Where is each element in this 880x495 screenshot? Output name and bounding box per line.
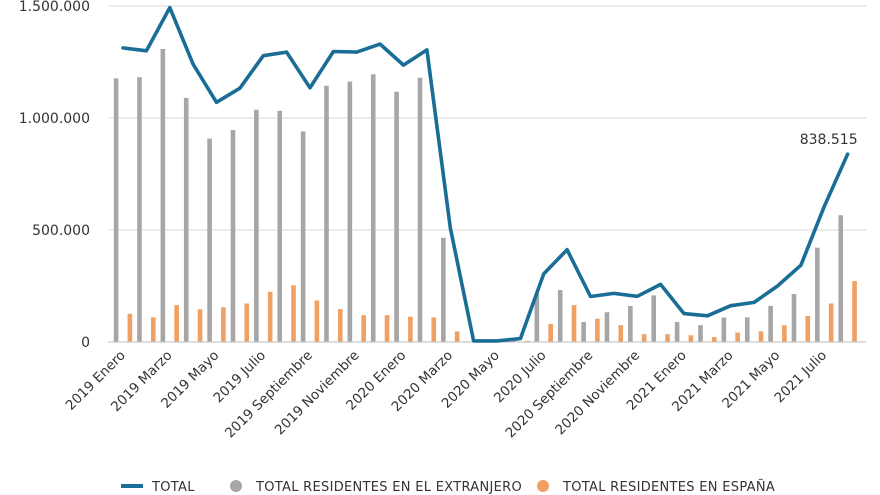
- bar-espana: [548, 323, 553, 342]
- legend-label: TOTAL RESIDENTES EN ESPAÑA: [562, 479, 775, 495]
- bar-espana: [782, 325, 787, 342]
- bar-extranjero: [651, 295, 657, 342]
- bar-espana: [174, 305, 179, 342]
- annotations: 838.515: [800, 132, 858, 148]
- bar-extranjero: [277, 110, 283, 342]
- bar-extranjero: [674, 322, 680, 342]
- bar-espana: [688, 335, 694, 342]
- bar-extranjero: [604, 312, 610, 342]
- y-tick-label: 500.000: [32, 223, 90, 239]
- bar-espana: [361, 315, 366, 342]
- bar-espana: [735, 332, 740, 342]
- bar-extranjero: [441, 237, 446, 342]
- bar-espana: [758, 331, 764, 342]
- bar-extranjero: [815, 247, 820, 342]
- bar-espana: [197, 309, 203, 342]
- bar-espana: [408, 316, 413, 342]
- bar-extranjero: [207, 138, 212, 342]
- bar-extranjero: [160, 49, 166, 343]
- data-label-last-total: 838.515: [800, 132, 858, 148]
- bar-espana: [828, 303, 834, 342]
- bar-extranjero: [230, 130, 236, 342]
- x-tick-label: 2020 Septiembre: [502, 348, 596, 442]
- legend-label: TOTAL: [151, 480, 195, 495]
- bar-espana: [595, 318, 600, 342]
- bar-extranjero: [721, 317, 727, 342]
- bar-extranjero: [183, 97, 189, 342]
- gridlines: [108, 5, 866, 231]
- bar-extranjero: [113, 78, 119, 343]
- bar-espana: [150, 317, 156, 342]
- bar-espana: [618, 325, 624, 342]
- x-tick-label: 2019 Noviembre: [272, 348, 363, 439]
- bar-espana: [221, 307, 226, 342]
- bar-espana: [384, 315, 390, 342]
- bar-espana: [244, 303, 250, 342]
- bar-extranjero: [768, 305, 773, 342]
- bar-espana: [314, 300, 320, 342]
- legend-label: TOTAL RESIDENTES EN EL EXTRANJERO: [255, 480, 522, 495]
- x-tick-label: 2019 Septiembre: [222, 348, 316, 442]
- bar-extranjero: [394, 91, 399, 343]
- bar-extranjero: [791, 294, 797, 342]
- bar-extranjero: [557, 290, 563, 342]
- legend: TOTAL TOTAL RESIDENTES EN EL EXTRANJERO TO…: [121, 479, 775, 495]
- bars: [113, 49, 857, 343]
- bar-espana: [571, 305, 577, 342]
- bar-extranjero: [534, 293, 540, 342]
- bar-espana: [524, 340, 530, 342]
- bar-extranjero: [581, 322, 586, 342]
- bar-espana: [431, 317, 437, 342]
- total-line: [121, 5, 850, 343]
- bar-extranjero: [254, 109, 259, 342]
- x-tick-label: 2020 Noviembre: [552, 348, 643, 439]
- bar-extranjero: [324, 85, 329, 342]
- y-axis-ticks: 0 500.000 1.000.000 1.500.000: [19, 0, 90, 351]
- bar-extranjero: [417, 77, 423, 343]
- bar-extranjero: [744, 317, 750, 342]
- bar-extranjero: [347, 81, 353, 342]
- bar-extranjero: [300, 131, 306, 342]
- bar-espana: [711, 337, 717, 342]
- bar-extranjero: [137, 77, 142, 343]
- legend-marker-espana: [537, 480, 549, 492]
- y-tick-label: 0: [81, 335, 90, 351]
- legend-marker-extranjero: [230, 480, 242, 492]
- bar-espana: [337, 309, 343, 342]
- bar-extranjero: [370, 74, 376, 342]
- bar-espana: [291, 285, 296, 342]
- bar-espana: [454, 331, 460, 342]
- bar-espana: [127, 313, 133, 342]
- y-tick-label: 1.500.000: [19, 0, 90, 15]
- y-tick-label: 1.000.000: [19, 111, 90, 127]
- bar-espana: [641, 334, 647, 342]
- bar-extranjero: [838, 215, 844, 342]
- bar-extranjero: [628, 305, 633, 342]
- total-line-series: [121, 5, 850, 343]
- bar-espana: [665, 334, 670, 342]
- bar-extranjero: [698, 325, 703, 342]
- bar-espana: [805, 316, 811, 342]
- bar-espana: [852, 281, 857, 342]
- bar-espana: [267, 291, 273, 342]
